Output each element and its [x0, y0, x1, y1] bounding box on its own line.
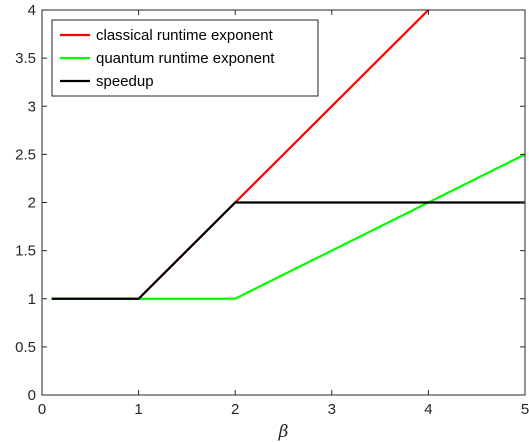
- legend-items: classical runtime exponent quantum runtim…: [60, 27, 275, 90]
- legend-label-0: classical runtime exponent: [96, 27, 274, 44]
- y-tick-label-2: 1: [28, 291, 36, 308]
- x-tick-label-3: 3: [328, 401, 336, 418]
- legend: classical runtime exponent quantum runtim…: [51, 19, 319, 97]
- x-tick-label-5: 5: [521, 401, 529, 418]
- x-axis-label: β: [278, 422, 289, 442]
- x-tick-label-2: 2: [231, 401, 239, 418]
- y-tick-label-6: 3: [28, 98, 36, 115]
- tick-layer: 0 1 2 3 4 5 0 0.5 1 1.5 2 2.5 3 3.5 4: [15, 2, 529, 418]
- y-tick-label-8: 4: [28, 2, 36, 19]
- y-tick-label-4: 2: [28, 195, 36, 212]
- x-tick-label-0: 0: [38, 401, 46, 418]
- legend-label-1: quantum runtime exponent: [96, 50, 275, 67]
- y-tick-label-1: 0.5: [15, 339, 36, 356]
- x-tick-label-4: 4: [424, 401, 432, 418]
- x-tick-label-1: 1: [134, 401, 142, 418]
- series-line-speedup: [51, 201, 525, 300]
- legend-box: [51, 19, 319, 97]
- legend-label-2: speedup: [96, 73, 154, 90]
- y-tick-label-0: 0: [28, 387, 36, 404]
- y-tick-label-3: 1.5: [15, 243, 36, 260]
- y-tick-label-5: 2.5: [15, 146, 36, 163]
- y-tick-label-7: 3.5: [15, 50, 36, 67]
- series-layer: [51, 9, 526, 300]
